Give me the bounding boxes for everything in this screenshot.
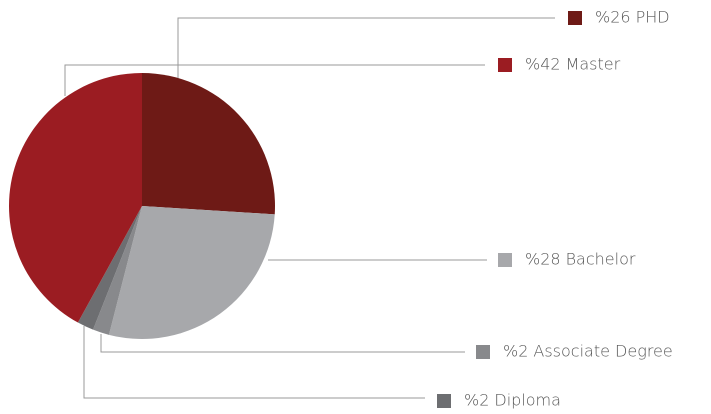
- value-label: %2: [503, 342, 528, 361]
- value-label: %2: [464, 391, 489, 410]
- pie-slice: [108, 206, 275, 339]
- pie-slice: [8, 73, 142, 323]
- pie-slice: [93, 206, 142, 335]
- value-label: %42: [525, 55, 561, 74]
- legend-swatch: [498, 58, 512, 72]
- leader-line: [100, 334, 465, 353]
- value-label: %28: [525, 250, 561, 269]
- legend-label: Bachelor: [566, 250, 636, 269]
- legend-swatch: [437, 394, 451, 408]
- leader-line: [64, 64, 485, 96]
- leader-line: [83, 326, 425, 399]
- value-label: %26: [595, 8, 631, 27]
- pie-slice: [77, 206, 142, 330]
- legend-swatch: [498, 253, 512, 267]
- leader-line: [177, 17, 555, 78]
- legend-label: PHD: [636, 8, 670, 27]
- legend-label: Diploma: [494, 391, 561, 410]
- pie-slice: [142, 73, 275, 215]
- legend-swatch: [476, 345, 490, 359]
- legend-swatch: [568, 11, 582, 25]
- legend-label: Master: [566, 55, 621, 74]
- legend-label: Associate Degree: [533, 342, 672, 361]
